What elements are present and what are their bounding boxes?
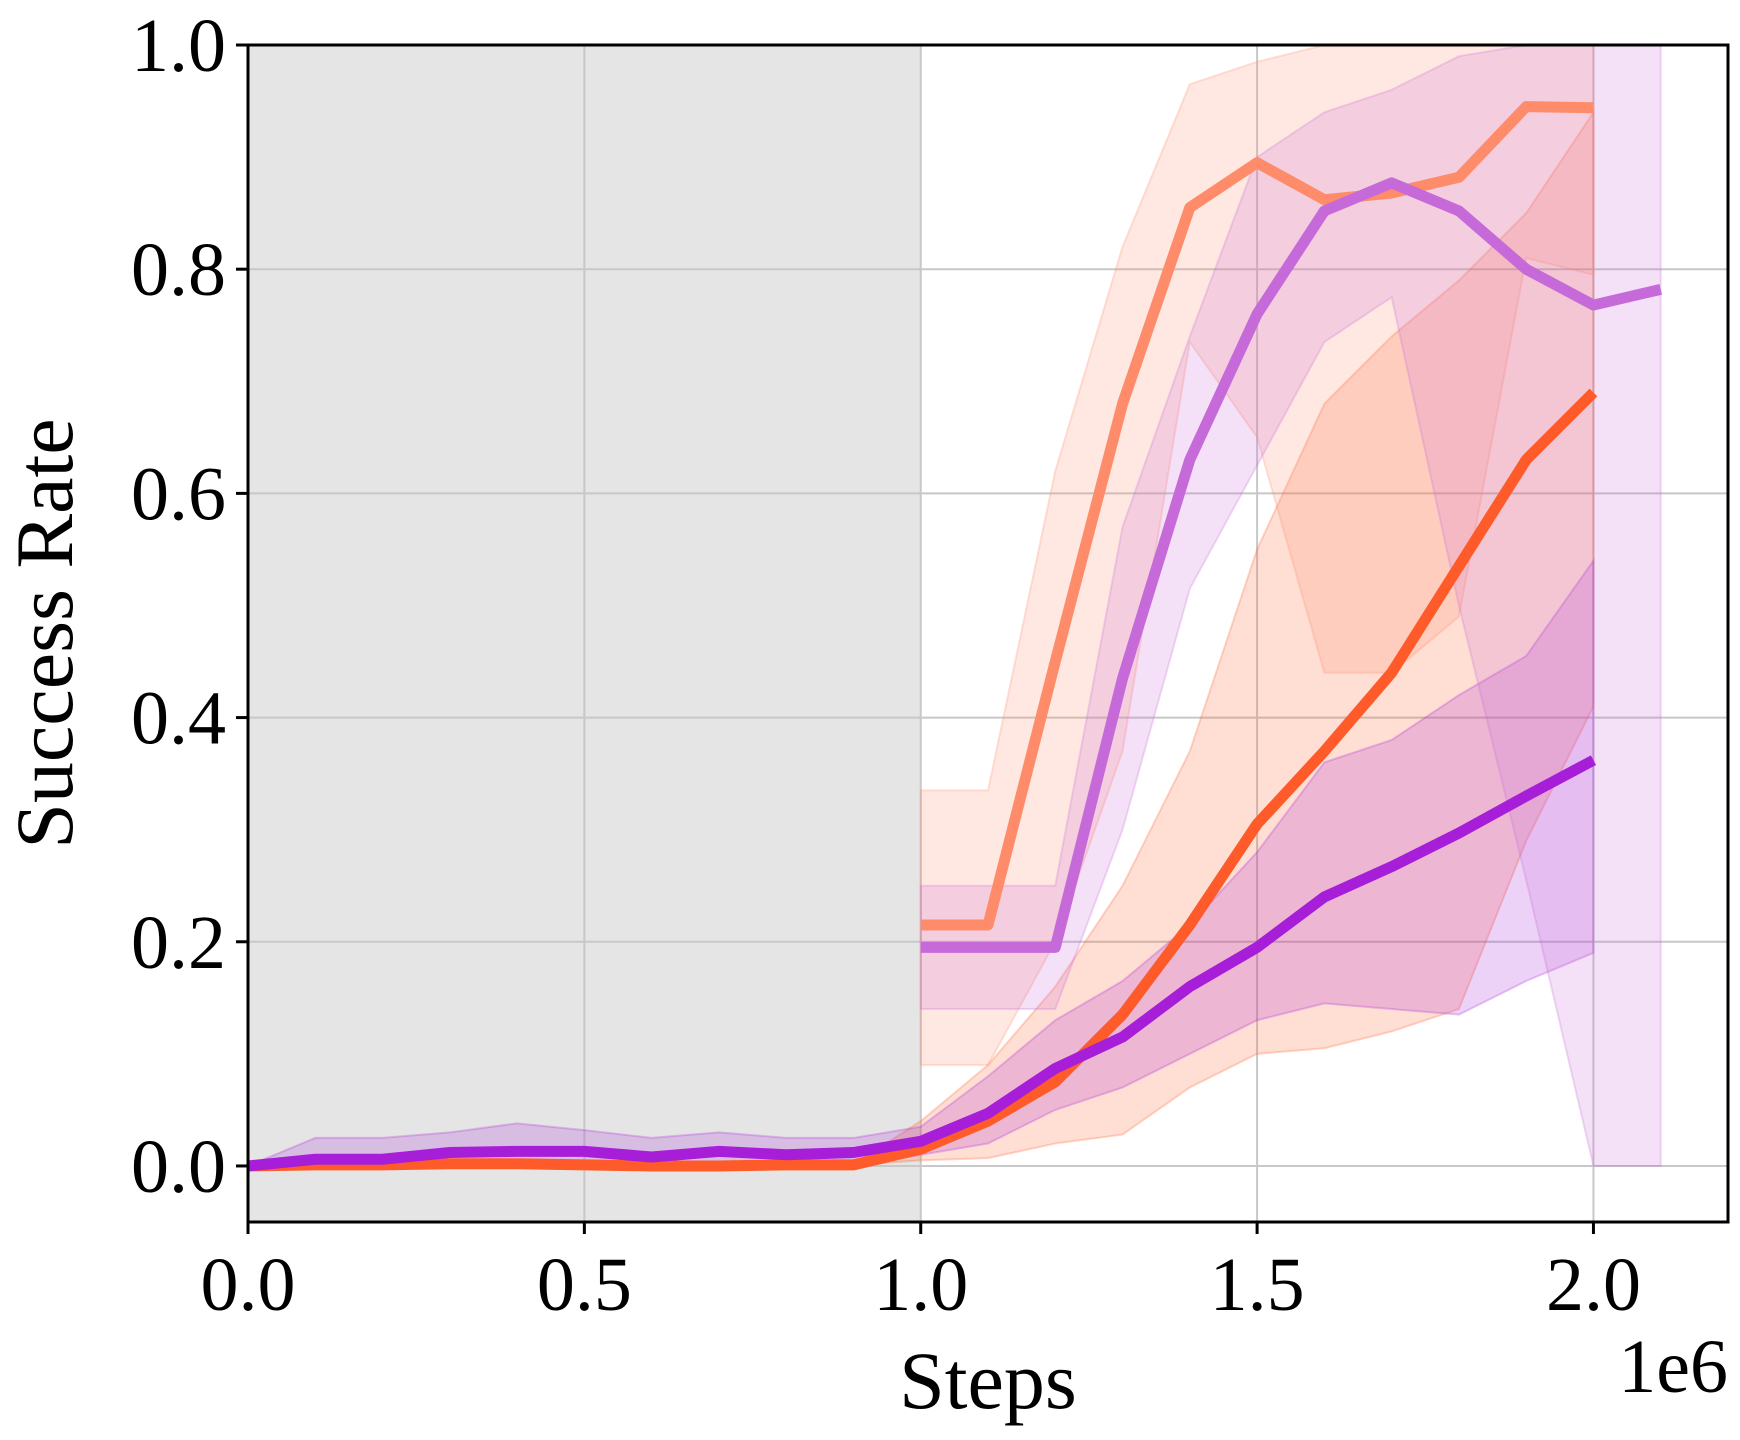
- axis-ticks: 0.0 0.5 1.0 1.5 2.0 0.0 0.2 0.4 0.6 0.8 1.0: [131, 4, 1641, 1327]
- y-tick-label: 0.2: [131, 901, 226, 985]
- x-tick-label: 2.0: [1546, 1243, 1641, 1327]
- plot-frame: [246, 43, 1730, 1224]
- y-tick-label: 0.8: [131, 228, 226, 312]
- x-axis-label: Steps: [899, 1335, 1077, 1426]
- x-axis-offset-label: 1e6: [1618, 1325, 1728, 1409]
- series-line-1: [247, 755, 1597, 1172]
- y-tick-label: 0.4: [131, 677, 226, 761]
- x-tick-label: 1.0: [873, 1243, 968, 1327]
- series-lines: [247, 101, 1662, 1172]
- y-tick-label: 0.6: [131, 452, 226, 536]
- series-line-0: [247, 388, 1598, 1172]
- confidence-band-3: [919, 44, 1662, 1167]
- x-tick-label: 0.0: [201, 1243, 296, 1327]
- y-axis-label: Success Rate: [0, 418, 90, 848]
- x-tick-label: 1.5: [1210, 1243, 1305, 1327]
- x-tick-label: 0.5: [537, 1243, 632, 1327]
- y-tick-label: 1.0: [131, 4, 226, 88]
- series-line-2: [920, 101, 1594, 931]
- y-tick-label: 0.0: [131, 1125, 226, 1209]
- series-line-3: [920, 177, 1662, 953]
